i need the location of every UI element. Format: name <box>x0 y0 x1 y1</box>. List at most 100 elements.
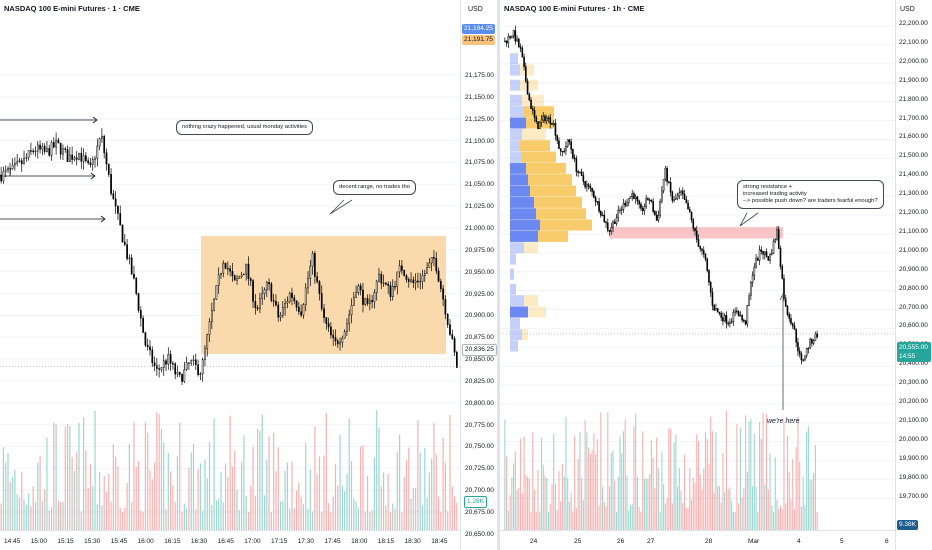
right-candle <box>556 135 559 141</box>
left-volume-bar <box>284 470 286 530</box>
right-candle <box>601 214 604 217</box>
right-volume-bar <box>752 486 754 530</box>
right-annotation-resistance[interactable]: strong resistance + increased trading ac… <box>737 180 884 209</box>
right-volume-bar <box>694 483 696 530</box>
right-volume-bar <box>663 484 665 530</box>
left-volume-bar <box>30 506 32 530</box>
right-annotation-here[interactable]: we're here <box>767 418 800 425</box>
left-volume-bar <box>23 499 25 530</box>
left-price-tick: 21,050.00 <box>465 181 494 189</box>
left-candle <box>437 270 440 282</box>
left-volume-bar <box>197 469 199 530</box>
right-volume-profile-bar <box>510 219 540 231</box>
right-price-chart[interactable] <box>500 0 895 530</box>
right-volume-bar <box>800 506 802 530</box>
left-annotation-range[interactable]: decent range, no trades tho <box>333 180 416 195</box>
right-price-tick: 20,100.00 <box>899 416 928 424</box>
left-price-axis[interactable]: USD 21,175.00 21,150.00 21,125.00 21,100.00… <box>460 0 497 550</box>
right-volume-bar <box>802 476 804 530</box>
left-candle <box>314 253 316 277</box>
left-volume-bar <box>64 426 66 530</box>
right-chart-pane[interactable]: NASDAQ 100 E-mini Futures · 1h · CME str… <box>500 0 932 550</box>
left-annotation-monday[interactable]: nothing crazy happened, usual monday act… <box>176 120 314 135</box>
left-volume-bar <box>399 434 401 530</box>
right-volume-bar <box>734 511 736 530</box>
right-candle <box>643 206 646 212</box>
right-candle <box>587 184 590 187</box>
right-volume-bar <box>528 478 530 530</box>
right-volume-bar <box>699 474 701 530</box>
left-volume-bar <box>160 428 163 530</box>
left-volume-bar <box>268 436 270 530</box>
left-candle <box>307 278 309 289</box>
right-candle <box>657 215 660 221</box>
pane-divider[interactable] <box>497 0 500 550</box>
left-volume-bar <box>5 462 7 530</box>
left-volume-bar <box>298 482 300 530</box>
right-candle <box>744 320 747 325</box>
left-time-axis[interactable]: 14:45 15:00 15:15 15:30 15:45 16:00 16:15 16:30… <box>0 530 460 550</box>
left-volume-bar <box>44 489 46 530</box>
right-price-tick: 21,300.00 <box>899 190 928 198</box>
left-candle <box>394 286 396 288</box>
right-time-tick: 24 <box>530 538 538 545</box>
left-candle <box>156 365 158 369</box>
left-volume-bar <box>362 445 364 530</box>
left-volume-bar <box>337 485 339 530</box>
left-candle <box>357 285 360 294</box>
left-candle <box>78 152 80 160</box>
right-volume-profile-bar <box>510 151 522 163</box>
left-candle <box>419 280 422 283</box>
left-volume-bar <box>360 446 362 530</box>
left-volume-bar <box>80 511 82 530</box>
right-volume-bar <box>540 437 543 530</box>
right-price-axis[interactable]: USD 22,200.00 22,100.00 22,000.00 21,900.00… <box>895 0 932 550</box>
left-candle <box>256 307 259 310</box>
left-volume-bar <box>364 511 366 530</box>
right-candle <box>519 46 522 49</box>
left-candle <box>302 304 305 316</box>
left-candle <box>9 168 12 170</box>
left-price-chart[interactable] <box>0 0 460 530</box>
right-candle <box>645 198 647 207</box>
left-candle <box>2 170 5 182</box>
left-volume-bar <box>183 503 185 530</box>
left-volume-bar <box>396 451 398 530</box>
right-candle <box>530 99 532 109</box>
left-candle <box>112 193 115 200</box>
left-volume-bar <box>202 511 204 530</box>
right-candle <box>720 313 722 318</box>
right-time-tick: 4 <box>797 538 801 545</box>
left-volume-bar <box>373 457 376 530</box>
left-candle <box>119 213 122 226</box>
right-candle <box>805 348 808 357</box>
right-volume-bar <box>652 457 654 530</box>
right-price-tick: 20,200.00 <box>899 398 928 405</box>
right-candle <box>572 149 574 159</box>
right-volume-bar <box>591 450 593 530</box>
left-volume-bar <box>128 444 130 530</box>
left-candle <box>25 157 28 159</box>
right-volume-bar <box>546 477 548 530</box>
right-volume-bar <box>596 439 598 530</box>
left-candle <box>316 276 319 282</box>
left-volume-bar <box>389 511 392 530</box>
right-candle <box>765 251 768 257</box>
right-volume-profile-bar <box>510 128 522 140</box>
right-candle <box>608 229 611 232</box>
left-candle <box>117 205 119 214</box>
left-price-tick: 21,150.00 <box>465 93 494 101</box>
right-candle <box>626 202 628 206</box>
left-volume-bar <box>403 476 405 530</box>
left-volume-bar <box>421 505 424 530</box>
left-volume-bar <box>415 487 417 530</box>
left-chart-pane[interactable]: NASDAQ 100 E-mini Futures · 1 · CME noth… <box>0 0 497 550</box>
left-candle <box>451 334 454 339</box>
left-volume-bar <box>344 491 346 530</box>
right-time-axis[interactable]: 24 25 26 27 28 Mar 4 5 6 <box>500 530 895 550</box>
right-candle <box>767 256 770 261</box>
right-volume-badge: 9.38K <box>897 520 918 530</box>
left-volume-bar <box>222 502 224 530</box>
left-price-tick: 20,675.00 <box>465 509 494 516</box>
left-candle <box>378 273 380 282</box>
